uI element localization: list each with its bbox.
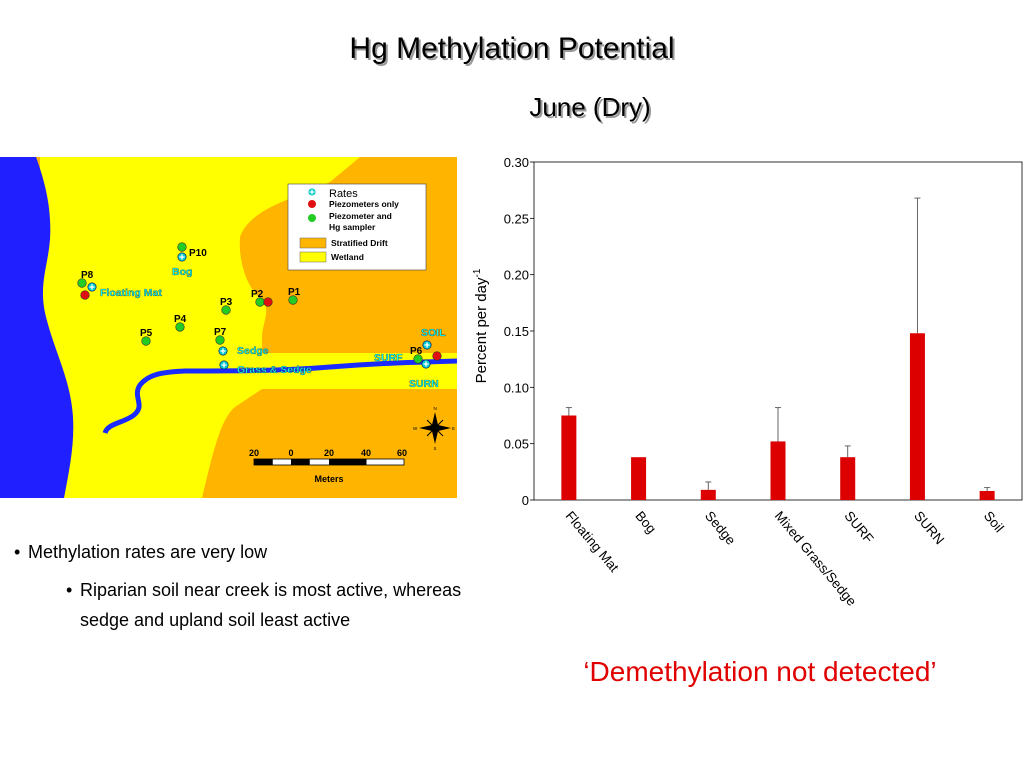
rate-points	[87, 252, 432, 370]
bar	[770, 441, 786, 500]
x-tick-label: Bog	[632, 508, 659, 536]
y-axis: 0 0.05 0.10 0.15 0.20 0.25 0.30	[504, 155, 534, 508]
legend-sampler-label-1: Piezometer and	[329, 211, 392, 221]
compass-w: W	[413, 426, 418, 431]
scale-tick-3: 40	[361, 448, 371, 458]
bar	[909, 333, 925, 500]
bullet-item-sub: • Riparian soil near creek is most activ…	[66, 575, 484, 635]
scale-tick-4: 60	[397, 448, 407, 458]
point-label-p2: P2	[251, 289, 264, 300]
scale-tick-0: 20	[249, 448, 259, 458]
bullet-list: • Methylation rates are very low • Ripar…	[14, 537, 484, 635]
bar	[561, 415, 577, 500]
y-tick-label: 0.10	[504, 380, 529, 395]
site-label-bog: Bog	[172, 266, 192, 278]
site-label-surn: SURN	[409, 378, 439, 390]
scale-tick-1: 0	[288, 448, 293, 458]
bullet-main-text: Methylation rates are very low	[28, 542, 268, 562]
point-label-p4: P4	[174, 314, 187, 325]
point-label-p8: P8	[81, 270, 94, 281]
compass-e: E	[452, 426, 455, 431]
point-label-p10: P10	[189, 248, 207, 259]
bar	[979, 490, 995, 500]
x-axis: Floating Mat Bog Sedge Mixed Grass/SedgeSUR…	[563, 508, 1007, 608]
x-tick-label: Soil	[981, 508, 1007, 535]
y-tick-label: 0	[522, 493, 529, 508]
bar	[631, 457, 647, 500]
compass-n: N	[434, 406, 437, 411]
x-tick-label: Sedge	[702, 508, 739, 548]
map-legend: Rates Piezometers only Piezometer and Hg…	[287, 183, 427, 271]
y-tick-label: 0.30	[504, 155, 529, 170]
scale-unit: Meters	[314, 474, 343, 484]
y-axis-label-text: Percent per day	[473, 277, 490, 383]
y-axis-label: Percent per day-1	[472, 268, 490, 383]
bullet-item-main: • Methylation rates are very low	[14, 537, 484, 567]
point-label-p5: P5	[140, 328, 153, 339]
site-label-surf: SURF	[374, 352, 403, 364]
scale-bar: 20 0 20 40 60 Meters	[249, 448, 407, 484]
site-label-sedge: Sedge	[237, 345, 269, 357]
point-label-p6: P6	[410, 346, 423, 357]
legend-sampler-label-2: Hg sampler	[329, 222, 376, 232]
demethylation-note: ‘Demethylation not detected’	[583, 656, 937, 687]
x-tick-label: Floating Mat	[563, 508, 622, 575]
slide-title: Hg Methylation Potential	[349, 32, 675, 65]
x-tick-label: SURF	[841, 508, 876, 546]
x-tick-label: SURN	[911, 508, 947, 547]
legend-wetland-label: Wetland	[331, 252, 364, 262]
stream	[102, 358, 457, 435]
y-tick-label: 0.20	[504, 268, 529, 283]
site-label-grass-sedge: Grass & Sedge	[237, 364, 312, 376]
slide-subtitle: June (Dry)	[529, 92, 651, 122]
open-water	[0, 157, 74, 498]
sample-points	[77, 242, 442, 364]
bar	[700, 489, 716, 500]
wetland-area	[40, 157, 457, 498]
y-axis-label-sup: -1	[472, 268, 483, 277]
point-label-p1: P1	[288, 287, 301, 298]
bullet-sub-text: Riparian soil near creek is most active,…	[80, 580, 462, 630]
bars	[561, 197, 995, 500]
point-label-p7: P7	[214, 327, 227, 338]
scale-tick-2: 20	[324, 448, 334, 458]
legend-piezometers-label: Piezometers only	[329, 199, 399, 209]
legend-rates-label: Rates	[329, 188, 358, 200]
bar-chart: 0 0.05 0.10 0.15 0.20 0.25 0.30 Floating Mat Bo…	[472, 155, 1023, 609]
site-map: Rates Piezometers only Piezometer and Hg…	[0, 157, 457, 498]
compass-s: S	[434, 446, 437, 451]
site-label-soil: SOIL	[421, 327, 446, 339]
bar	[840, 457, 856, 500]
compass-rose: N E S W	[413, 406, 455, 451]
y-tick-label: 0.15	[504, 324, 529, 339]
legend-drift-label: Stratified Drift	[331, 238, 388, 248]
point-label-p3: P3	[220, 297, 233, 308]
y-tick-label: 0.25	[504, 211, 529, 226]
y-tick-label: 0.05	[504, 437, 529, 452]
site-label-floating-mat: Floating Mat	[100, 287, 162, 299]
